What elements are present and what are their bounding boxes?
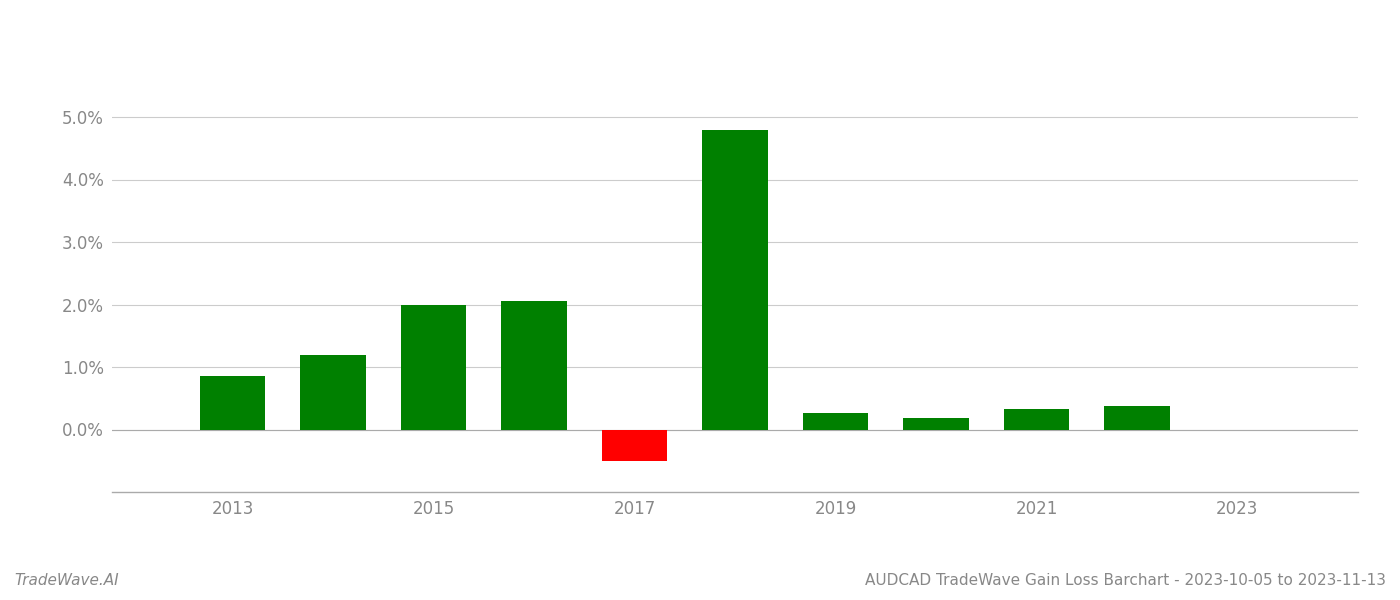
Bar — [400, 304, 466, 430]
Bar — [200, 376, 265, 430]
Bar — [602, 430, 668, 461]
Bar — [1105, 406, 1169, 430]
Bar — [903, 418, 969, 430]
Bar — [703, 130, 767, 430]
Text: AUDCAD TradeWave Gain Loss Barchart - 2023-10-05 to 2023-11-13: AUDCAD TradeWave Gain Loss Barchart - 20… — [865, 573, 1386, 588]
Bar — [1004, 409, 1070, 430]
Bar — [501, 301, 567, 430]
Bar — [301, 355, 365, 430]
Bar — [802, 413, 868, 430]
Text: TradeWave.AI: TradeWave.AI — [14, 573, 119, 588]
